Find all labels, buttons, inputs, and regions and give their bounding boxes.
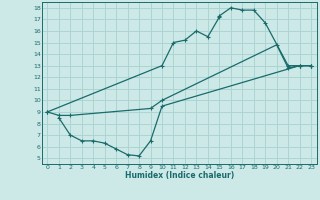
X-axis label: Humidex (Indice chaleur): Humidex (Indice chaleur) bbox=[124, 171, 234, 180]
